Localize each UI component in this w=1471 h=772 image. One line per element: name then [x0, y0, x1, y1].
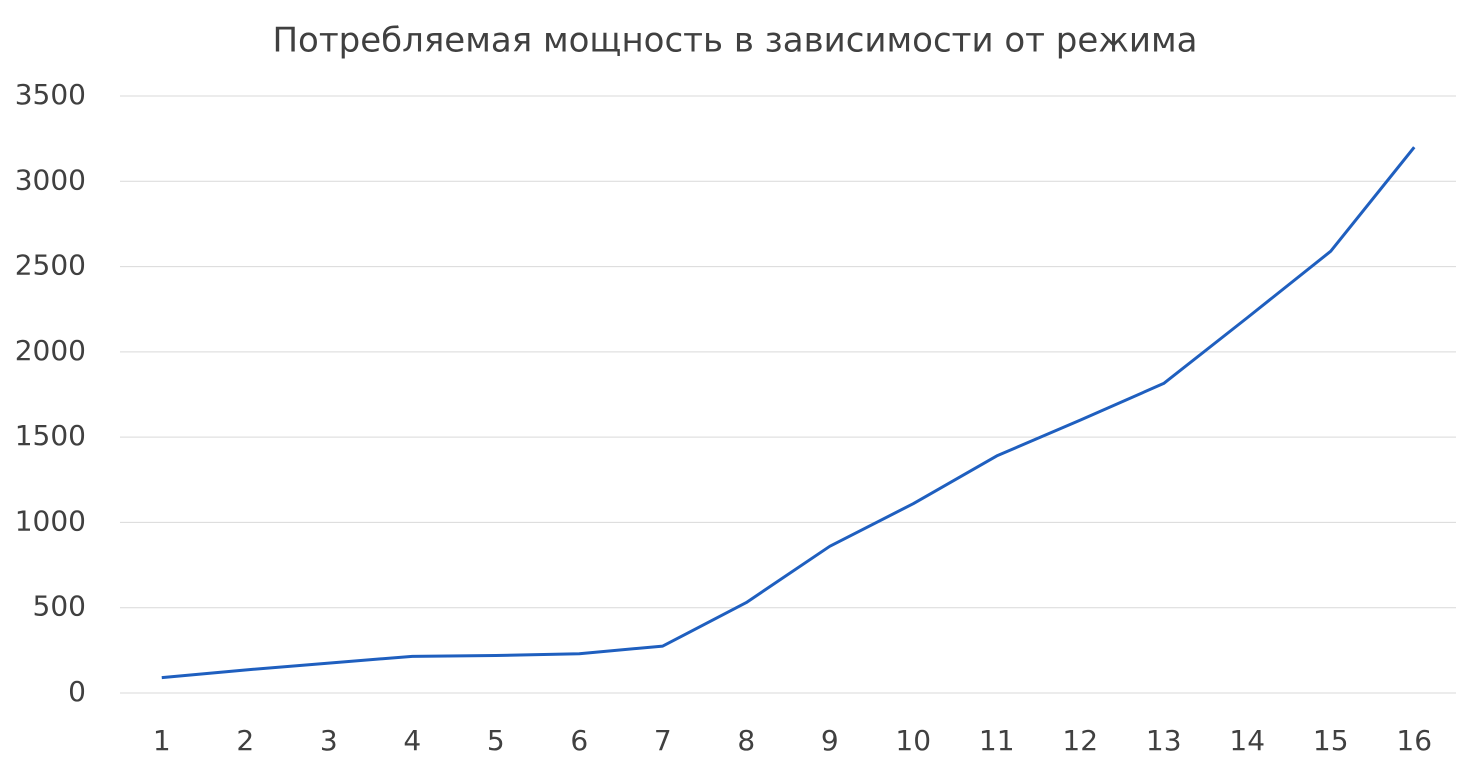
y-tick-label: 2500: [15, 249, 86, 282]
x-tick-label: 13: [1146, 724, 1182, 757]
x-tick-label: 15: [1313, 724, 1349, 757]
x-tick-label: 6: [570, 724, 588, 757]
y-tick-label: 2000: [15, 334, 86, 367]
y-tick-label: 1500: [15, 419, 86, 452]
x-tick-label: 3: [320, 724, 338, 757]
x-tick-label: 16: [1396, 724, 1432, 757]
y-tick-label: 500: [33, 590, 86, 623]
x-tick-label: 9: [821, 724, 839, 757]
data-line: [161, 146, 1416, 680]
x-tick-label: 14: [1229, 724, 1265, 757]
y-tick-label: 1000: [15, 504, 86, 537]
x-tick-label: 4: [403, 724, 421, 757]
x-tick-label: 2: [236, 724, 254, 757]
chart-title: Потребляемая мощность в зависимости от р…: [272, 21, 1197, 61]
x-tick-label: 5: [487, 724, 505, 757]
x-tick-label: 10: [895, 724, 931, 757]
y-tick-label: 3500: [15, 78, 86, 111]
x-tick-label: 1: [153, 724, 171, 757]
x-tick-label: 7: [654, 724, 672, 757]
x-tick-label: 8: [737, 724, 755, 757]
x-tick-label: 12: [1062, 724, 1098, 757]
x-tick-label: 11: [979, 724, 1015, 757]
y-tick-label: 0: [68, 675, 86, 708]
y-tick-label: 3000: [15, 163, 86, 196]
